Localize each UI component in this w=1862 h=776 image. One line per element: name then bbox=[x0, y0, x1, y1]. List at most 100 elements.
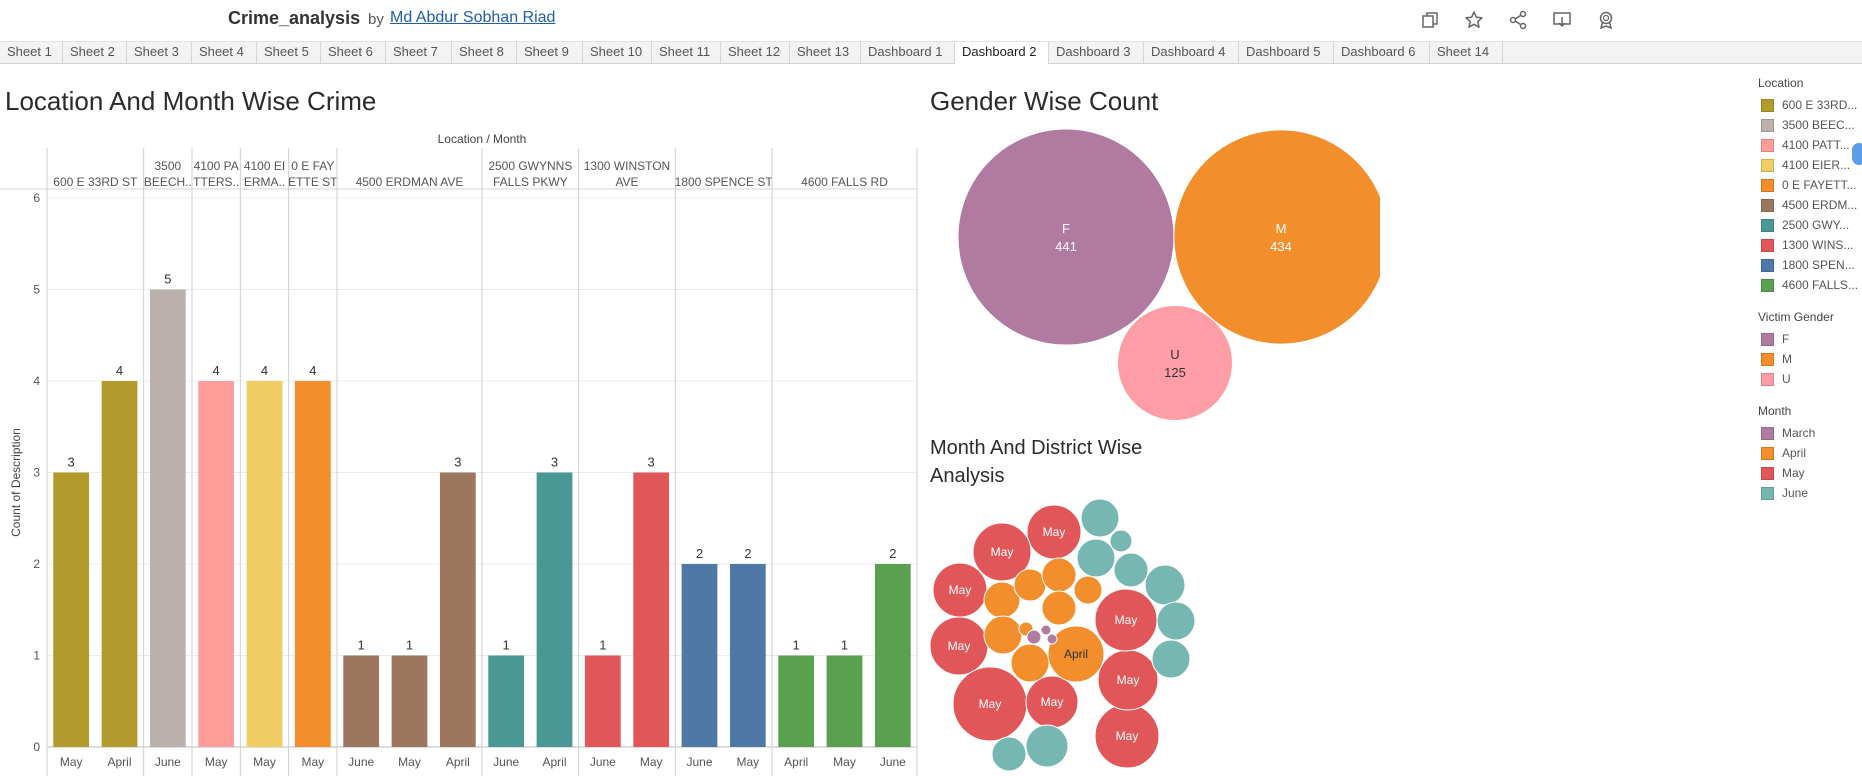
gender-circle[interactable] bbox=[1117, 305, 1233, 421]
district-bubble-march[interactable] bbox=[1040, 624, 1052, 636]
legend-item-2500-gwy[interactable]: 2500 GWY... bbox=[1758, 215, 1862, 235]
legend-item-4600-falls[interactable]: 4600 FALLS... bbox=[1758, 275, 1862, 295]
legend-location: Location 600 E 33RD... 3500 BEEC... 4100 PA… bbox=[1758, 75, 1862, 295]
download-icon[interactable] bbox=[1550, 8, 1574, 32]
district-bubble-june[interactable] bbox=[1151, 639, 1191, 679]
district-bubble-april[interactable] bbox=[1041, 590, 1077, 626]
legend-item-april[interactable]: April bbox=[1758, 443, 1862, 463]
bar-4500-erdman-ave-april[interactable] bbox=[439, 472, 476, 748]
tab-sheet-8[interactable]: Sheet 8 bbox=[452, 42, 517, 63]
district-bubble-june[interactable] bbox=[1080, 498, 1120, 538]
legend-item-june[interactable]: June bbox=[1758, 483, 1862, 503]
bar-600-e-33rd-st-april[interactable] bbox=[101, 381, 138, 747]
legend-item-march[interactable]: March bbox=[1758, 423, 1862, 443]
tab-sheet-3[interactable]: Sheet 3 bbox=[127, 42, 192, 63]
district-bubble-june[interactable] bbox=[1113, 552, 1149, 588]
legend-item-f[interactable]: F bbox=[1758, 329, 1862, 349]
district-bubble-label: May bbox=[991, 545, 1014, 559]
gender-bubble-f[interactable]: F 441 bbox=[957, 128, 1175, 346]
gender-bubble-m[interactable]: M 434 bbox=[1173, 129, 1380, 345]
tab-dashboard-1[interactable]: Dashboard 1 bbox=[861, 42, 955, 63]
legend-item-600-e-33rd[interactable]: 600 E 33RD... bbox=[1758, 95, 1862, 115]
district-bubble-june[interactable] bbox=[1076, 538, 1116, 578]
district-bubble-april[interactable] bbox=[983, 615, 1023, 655]
x-tick-label: June bbox=[590, 755, 616, 769]
tab-dashboard-3[interactable]: Dashboard 3 bbox=[1049, 42, 1144, 63]
district-bubble-june[interactable] bbox=[991, 736, 1027, 772]
gender-circle[interactable] bbox=[957, 128, 1175, 346]
x-tick-label: April bbox=[784, 755, 808, 769]
bar-1300-winston-ave-may[interactable] bbox=[633, 472, 670, 748]
district-bubble-april[interactable] bbox=[1041, 557, 1077, 593]
legend-item-may[interactable]: May bbox=[1758, 463, 1862, 483]
tab-sheet-14[interactable]: Sheet 14 bbox=[1430, 42, 1503, 63]
bar-4500-erdman-ave-june[interactable] bbox=[343, 655, 380, 748]
district-bubble-june[interactable] bbox=[1025, 724, 1069, 768]
tab-sheet-10[interactable]: Sheet 10 bbox=[583, 42, 652, 63]
bar-value-label: 3 bbox=[454, 455, 461, 470]
gender-bubble-u[interactable]: U 125 bbox=[1117, 305, 1233, 421]
share-icon[interactable] bbox=[1506, 8, 1530, 32]
legend-item-1300-wins[interactable]: 1300 WINS... bbox=[1758, 235, 1862, 255]
bar-600-e-33rd-st-may[interactable] bbox=[53, 472, 90, 748]
bar-4600-falls-rd-april[interactable] bbox=[778, 655, 815, 748]
district-bubble-april[interactable] bbox=[1010, 643, 1050, 683]
tab-sheet-1[interactable]: Sheet 1 bbox=[0, 42, 63, 63]
badge-icon[interactable] bbox=[1594, 8, 1618, 32]
district-bubble-june[interactable] bbox=[1144, 564, 1186, 606]
legend-item-3500-beec[interactable]: 3500 BEEC... bbox=[1758, 115, 1862, 135]
tab-dashboard-5[interactable]: Dashboard 5 bbox=[1239, 42, 1334, 63]
tab-sheet-6[interactable]: Sheet 6 bbox=[321, 42, 386, 63]
tab-sheet-7[interactable]: Sheet 7 bbox=[386, 42, 452, 63]
tab-sheet-13[interactable]: Sheet 13 bbox=[790, 42, 861, 63]
tab-sheet-2[interactable]: Sheet 2 bbox=[63, 42, 127, 63]
tab-dashboard-4[interactable]: Dashboard 4 bbox=[1144, 42, 1239, 63]
bar-4500-erdman-ave-may[interactable] bbox=[391, 655, 428, 748]
district-bubble-may[interactable] bbox=[972, 522, 1032, 582]
star-icon[interactable] bbox=[1462, 8, 1486, 32]
bar-2500-gwynns-falls-pkwy-april[interactable] bbox=[536, 472, 573, 748]
district-bubble-april[interactable] bbox=[1013, 568, 1047, 602]
bar-4100-ei-erma-may[interactable] bbox=[246, 381, 283, 747]
district-bubble-april[interactable] bbox=[1047, 625, 1105, 683]
bar-value-label: 4 bbox=[213, 363, 220, 378]
district-bubble-april[interactable] bbox=[1073, 575, 1103, 605]
copy-icon[interactable] bbox=[1418, 8, 1442, 32]
tab-sheet-9[interactable]: Sheet 9 bbox=[517, 42, 583, 63]
tab-sheet-11[interactable]: Sheet 11 bbox=[652, 42, 721, 63]
legend-item-1800-spen[interactable]: 1800 SPEN... bbox=[1758, 255, 1862, 275]
bar-4600-falls-rd-june[interactable] bbox=[874, 564, 911, 747]
bar-0-e-fay-ette-st-may[interactable] bbox=[294, 381, 331, 747]
legend-item-4100-patt[interactable]: 4100 PATT... bbox=[1758, 135, 1862, 155]
district-bubble-june[interactable] bbox=[1109, 529, 1133, 553]
bar-2500-gwynns-falls-pkwy-june[interactable] bbox=[488, 655, 525, 748]
gender-circle[interactable] bbox=[1173, 129, 1380, 345]
tab-dashboard-2[interactable]: Dashboard 2 bbox=[955, 42, 1049, 64]
workbook-title: Crime_analysis bbox=[228, 8, 361, 28]
legend-swatch bbox=[1761, 178, 1774, 192]
bar-1800-spence-st-may[interactable] bbox=[729, 564, 766, 747]
y-tick-label: 3 bbox=[33, 466, 40, 480]
x-tick-label: May bbox=[640, 755, 663, 769]
legend-item-m[interactable]: M bbox=[1758, 349, 1862, 369]
gender-bubble-chart: F 441 M 434 U 125 bbox=[957, 128, 1380, 421]
district-bubble-june[interactable] bbox=[1156, 601, 1196, 641]
tab-sheet-12[interactable]: Sheet 12 bbox=[721, 42, 790, 63]
legend-item-4100-eier[interactable]: 4100 EIER... bbox=[1758, 155, 1862, 175]
pane-4100-ei-erma: 4100 EI ERMA.. 4 May bbox=[244, 148, 290, 776]
tab-sheet-5[interactable]: Sheet 5 bbox=[257, 42, 321, 63]
tab-sheet-4[interactable]: Sheet 4 bbox=[192, 42, 257, 63]
bar-1800-spence-st-june[interactable] bbox=[681, 564, 718, 747]
district-bubble-march[interactable] bbox=[1026, 629, 1042, 645]
legend-item-u[interactable]: U bbox=[1758, 369, 1862, 389]
bar-3500-beech-june[interactable] bbox=[149, 289, 186, 748]
bar-1300-winston-ave-june[interactable] bbox=[584, 655, 621, 748]
legend-item-4500-erdm[interactable]: 4500 ERDM... bbox=[1758, 195, 1862, 215]
district-bubble-march[interactable] bbox=[1046, 633, 1058, 645]
bar-4600-falls-rd-may[interactable] bbox=[826, 655, 863, 748]
tab-dashboard-6[interactable]: Dashboard 6 bbox=[1334, 42, 1430, 63]
legend-item-0-e-fayett[interactable]: 0 E FAYETT... bbox=[1758, 175, 1862, 195]
author-link[interactable]: Md Abdur Sobhan Riad bbox=[390, 9, 556, 26]
scroll-handle[interactable] bbox=[1852, 143, 1862, 165]
bar-4100-pa-tters-may[interactable] bbox=[198, 381, 235, 747]
